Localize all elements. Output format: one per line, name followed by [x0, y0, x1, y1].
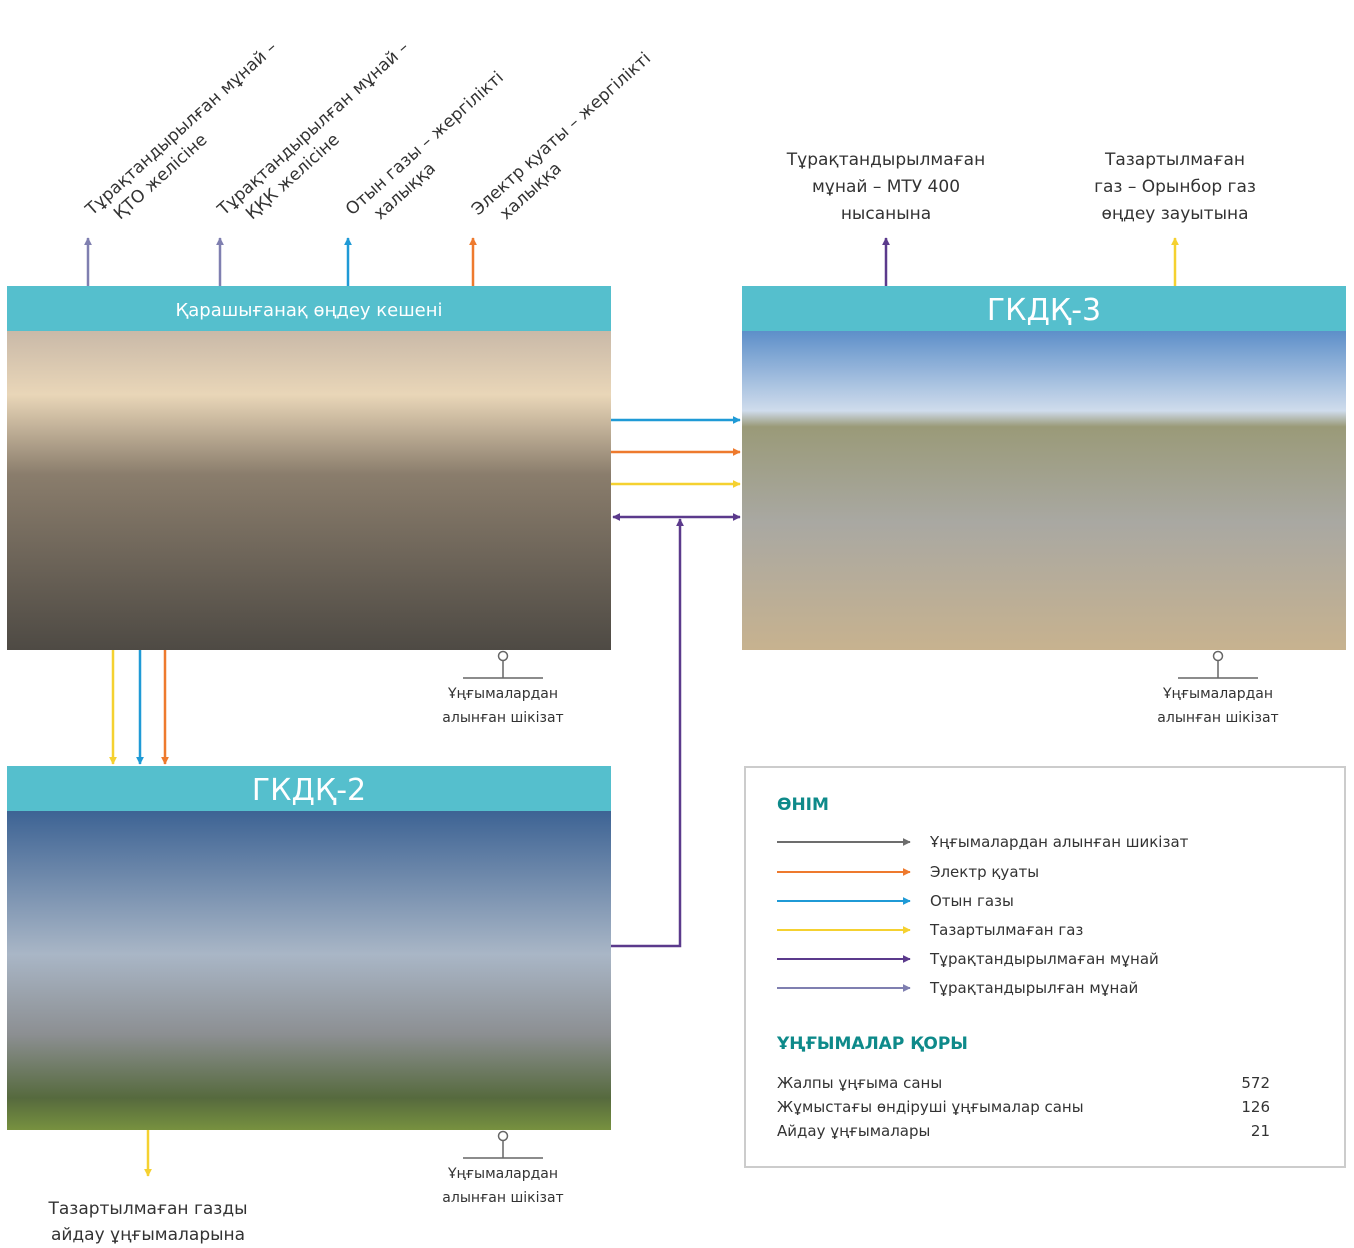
source-label: алынған шікізат — [442, 710, 563, 726]
well-icon — [1214, 652, 1223, 661]
source-label: алынған шікізат — [1157, 710, 1278, 726]
block-title: ГКДҚ-3 — [987, 293, 1101, 328]
arrow — [611, 519, 680, 946]
well-icon — [499, 652, 508, 661]
photo — [742, 331, 1346, 650]
label-line: Тазартылмаған газды — [47, 1199, 247, 1219]
row-label: Жалпы ұңғыма саны — [777, 1074, 942, 1092]
label-line: газ – Орынбор газ — [1094, 177, 1256, 197]
legend-label: Отын газы — [930, 892, 1014, 910]
row-value: 21 — [1251, 1122, 1270, 1140]
row-value: 572 — [1241, 1074, 1270, 1092]
label-line: айдау ұңғымаларына — [51, 1225, 245, 1245]
photo — [7, 331, 611, 650]
legend-label: Тұрақтандырылған мұнай — [929, 979, 1138, 997]
wells-title: ҰҢҒЫМАЛАР ҚОРЫ — [776, 1034, 968, 1054]
label-line: өңдеу зауытына — [1101, 204, 1248, 224]
label-line: нысанына — [841, 204, 931, 224]
well-icon — [499, 1132, 508, 1141]
row-value: 126 — [1241, 1098, 1270, 1116]
label-line: Тұрақтандырылмаған — [786, 150, 985, 170]
block-title: Қарашығанақ өңдеу кешені — [175, 300, 442, 321]
source-label: Ұңғымалардан — [447, 686, 558, 702]
legend-title: ӨНІМ — [777, 795, 829, 815]
source-label: алынған шікізат — [442, 1190, 563, 1206]
row-label: Айдау ұңғымалары — [777, 1122, 930, 1140]
block-title: ГКДҚ-2 — [252, 773, 366, 808]
legend-label: Ұңғымалардан алынған шикізат — [929, 833, 1189, 851]
row-label: Жұмыстағы өндіруші ұңғымалар саны — [777, 1098, 1084, 1116]
source-label: Ұңғымалардан — [1162, 686, 1273, 702]
output-label: Отын газы – жергілікті халыққа — [342, 68, 522, 236]
legend-label: Тазартылмаған газ — [929, 921, 1083, 939]
source-label: Ұңғымалардан — [447, 1166, 558, 1182]
legend-label: Электр қуаты — [930, 863, 1039, 881]
page: {"kpc": {"title": "Қарашығанақ өңдеу кеш… — [0, 0, 1354, 1248]
photo — [7, 811, 611, 1130]
label-line: Тазартылмаған — [1104, 150, 1245, 170]
label-line: мұнай – МТУ 400 — [812, 177, 960, 197]
diagram: Қарашығанақ өңдеу кешені ГКДҚ-3 ГКДҚ-2 Т… — [0, 0, 1354, 1248]
legend-label: Тұрақтандырылмаған мұнай — [929, 950, 1159, 968]
